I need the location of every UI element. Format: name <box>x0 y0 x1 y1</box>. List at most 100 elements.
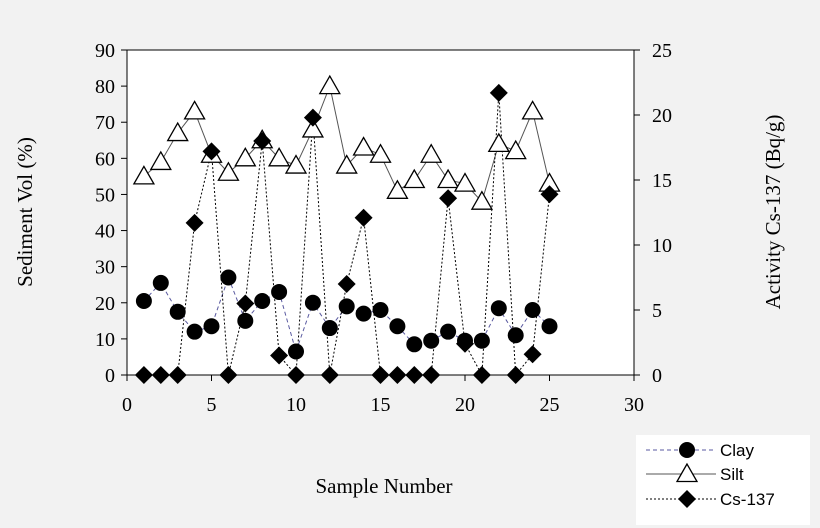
clay-point <box>338 298 355 315</box>
legend-cs-137-marker <box>678 490 696 508</box>
y-tick-label: 30 <box>95 257 115 279</box>
silt-point <box>369 143 392 163</box>
legend-box <box>636 435 810 525</box>
cs-137-point <box>303 108 322 127</box>
cs-137-point <box>320 366 339 384</box>
x-tick-label: 20 <box>455 394 475 416</box>
cs-137-point <box>472 366 491 384</box>
clay-point <box>507 327 524 344</box>
x-tick-label: 30 <box>624 394 644 416</box>
x-tick-label: 0 <box>122 394 132 416</box>
silt-point <box>217 161 240 181</box>
clay-point <box>271 283 288 300</box>
series-layer <box>132 74 561 384</box>
cs-137-point <box>523 345 542 364</box>
clay-point <box>169 303 186 320</box>
cs-137-point <box>337 275 356 293</box>
cs-137-point <box>236 294 255 313</box>
silt-point <box>149 150 172 171</box>
y2-tick-label: 10 <box>652 235 672 257</box>
axes-layer: 0 5 10 15 20 25 30 0 10 20 30 40 50 60 70 80 90 0 5 10 15 20 2… <box>95 40 672 416</box>
y-tick-label: 60 <box>95 148 115 170</box>
clay-point <box>490 300 507 317</box>
cs-137-point <box>168 366 187 384</box>
clay-point <box>389 318 406 335</box>
y-tick-label: 10 <box>95 329 115 351</box>
cs-137-point <box>405 366 424 384</box>
y-tick-label: 0 <box>105 365 115 387</box>
cs-137-point <box>388 366 407 384</box>
x-tick-label: 5 <box>207 394 217 416</box>
clay-point <box>321 320 338 337</box>
clay-point <box>220 269 237 286</box>
clay-point <box>135 292 152 309</box>
silt-point <box>386 179 409 199</box>
clay-point <box>473 332 490 349</box>
silt-point <box>470 190 494 210</box>
silt-point <box>267 147 291 167</box>
clay-point <box>406 336 423 353</box>
clay-point <box>152 274 169 291</box>
silt-point <box>420 143 443 163</box>
clay-point <box>186 323 203 340</box>
clay-point <box>203 318 220 335</box>
cs-137-point <box>540 185 559 204</box>
silt-point <box>183 100 206 120</box>
y2-tick-label: 5 <box>652 300 662 322</box>
plot-area <box>126 49 635 376</box>
y-tick-label: 40 <box>95 221 115 243</box>
legend-clay-marker <box>679 442 695 458</box>
legend-clay-label: Clay <box>720 441 755 460</box>
clay-point <box>254 292 271 309</box>
y-tick-label: 70 <box>95 112 115 134</box>
legend-silt-label: Silt <box>720 465 744 484</box>
y2-tick-label: 15 <box>652 170 672 192</box>
x-tick-label: 10 <box>286 394 306 416</box>
y-tick-label: 80 <box>95 76 115 98</box>
x-tick-label: 25 <box>540 394 560 416</box>
cs-137-point <box>134 366 153 384</box>
legend-silt-marker <box>675 462 699 483</box>
cs-137-point <box>439 189 458 208</box>
cs-137-point <box>151 366 170 384</box>
clay-point <box>372 302 389 318</box>
silt-point <box>504 139 527 160</box>
clay-point <box>541 318 558 335</box>
cs-137-point <box>354 208 373 227</box>
silt-point <box>301 118 325 138</box>
silt-point <box>352 136 375 156</box>
clay-point <box>237 312 254 329</box>
legend-cs-137-label: Cs-137 <box>720 490 775 509</box>
legend: Clay Silt Cs-137 <box>636 435 810 525</box>
cs-137-point <box>219 366 238 384</box>
silt-point <box>487 132 510 153</box>
cs-137-point <box>456 334 474 353</box>
silt-point <box>403 168 426 189</box>
cs-137-point <box>506 366 525 384</box>
cs-137-point <box>270 346 289 365</box>
silt-point <box>284 154 308 174</box>
cs-137-point <box>489 83 508 102</box>
silt-point <box>318 74 341 95</box>
y-axis-label: Sediment Vol (%) <box>13 137 37 287</box>
clay-point <box>355 305 372 322</box>
silt-point <box>436 168 460 189</box>
silt-point <box>335 154 358 174</box>
clay-point <box>440 323 457 340</box>
silt-point <box>521 100 544 120</box>
cs-137-point <box>185 213 204 232</box>
cs-137-point <box>422 366 441 384</box>
x-tick-label: 15 <box>371 394 391 416</box>
y2-tick-label: 0 <box>652 365 662 387</box>
y-tick-label: 50 <box>95 184 115 206</box>
legend-items: Clay Silt Cs-137 <box>646 441 775 509</box>
clay-point <box>288 343 304 360</box>
silt-point <box>132 165 156 185</box>
silt-point <box>166 121 189 142</box>
clay-point <box>423 332 440 349</box>
cs-137-point <box>253 132 272 150</box>
y-tick-label: 20 <box>95 293 115 315</box>
y2-tick-label: 25 <box>652 40 672 62</box>
silt-point <box>453 172 477 192</box>
